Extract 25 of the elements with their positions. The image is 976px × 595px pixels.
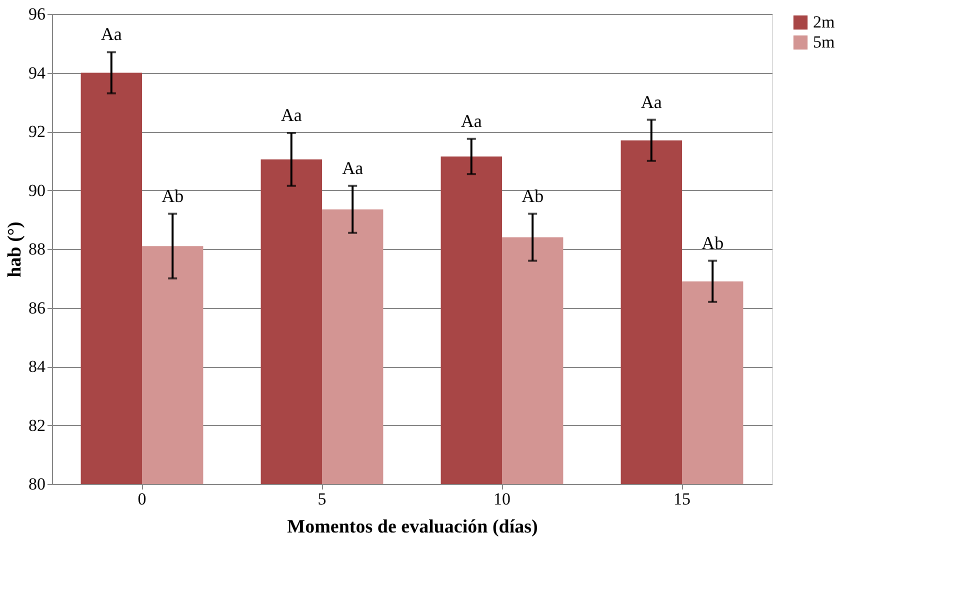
data-label: Aa	[280, 104, 302, 125]
y-tick-label: 84	[28, 357, 46, 376]
y-tick-label: 96	[28, 4, 46, 24]
x-tick-label: 10	[494, 490, 510, 508]
data-label: Ab	[702, 232, 724, 253]
y-tick-label: 82	[28, 416, 46, 435]
x-tick-label: 5	[318, 490, 326, 508]
x-tick-label: 0	[138, 490, 146, 508]
y-tick-label: 88	[28, 240, 46, 258]
data-label: Aa	[342, 158, 364, 178]
x-tick-label: 15	[674, 490, 690, 508]
y-tick-label: 80	[28, 474, 46, 494]
y-tick-label: 92	[28, 122, 46, 141]
data-label: Aa	[640, 92, 662, 112]
y-axis-title: hab (°)	[4, 222, 26, 278]
legend-label: 5m	[813, 32, 835, 52]
data-label: Aa	[460, 110, 482, 131]
x-axis-title: Momentos de evaluación (días)	[287, 516, 538, 538]
legend-label: 2m	[813, 12, 835, 32]
data-label: Ab	[162, 186, 184, 206]
y-tick-label: 90	[28, 180, 46, 200]
y-tick-label: 86	[28, 298, 46, 318]
y-tick-label: 94	[28, 63, 46, 82]
data-label: Ab	[522, 186, 544, 206]
data-label: Aa	[100, 24, 122, 44]
